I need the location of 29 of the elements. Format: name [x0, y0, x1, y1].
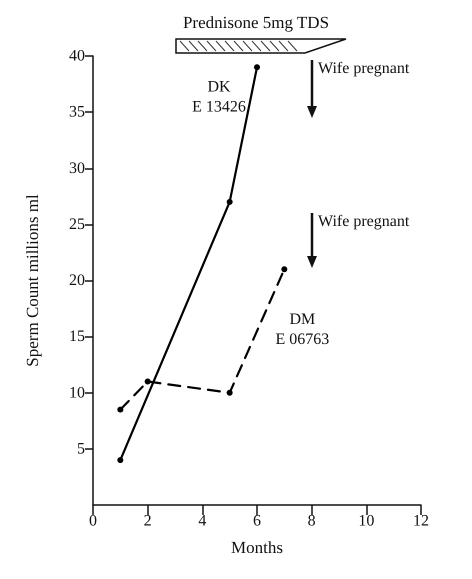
y-tick-label: 5	[77, 440, 85, 458]
point	[117, 457, 124, 464]
point	[226, 198, 233, 205]
annotation: Wife pregnant	[318, 60, 410, 78]
annotation: Wife pregnant	[318, 213, 410, 231]
x-axis-title: Months	[231, 538, 283, 557]
series-label: DM E 06763	[275, 310, 330, 348]
x-tick-label: 4	[198, 512, 206, 530]
x-tick-label: 0	[89, 512, 97, 530]
y-tick-label: 30	[69, 160, 85, 177]
y-tick-label: 20	[69, 272, 85, 289]
x-tick-label: 2	[144, 512, 152, 530]
x-tick-label: 8	[308, 512, 316, 530]
y-tick-label: 10	[69, 384, 85, 402]
point	[226, 390, 233, 396]
x-tick-label: 12	[413, 512, 429, 530]
text: Prednisone 5mg TDS	[182, 13, 330, 32]
point	[117, 406, 124, 413]
y-tick-label: 40	[69, 48, 85, 64]
x-tick-label: 6	[253, 512, 261, 530]
point	[281, 266, 288, 272]
series-label: DK E 13426	[192, 78, 246, 116]
y-tick-label: 25	[69, 216, 85, 233]
y-tick-label: 35	[69, 104, 85, 121]
y-axis-title: Sperm Count millions ml	[23, 194, 42, 367]
x-tick-label: 10	[358, 512, 374, 530]
y-tick-label: 15	[69, 328, 85, 346]
point	[254, 64, 260, 70]
point	[144, 378, 151, 385]
